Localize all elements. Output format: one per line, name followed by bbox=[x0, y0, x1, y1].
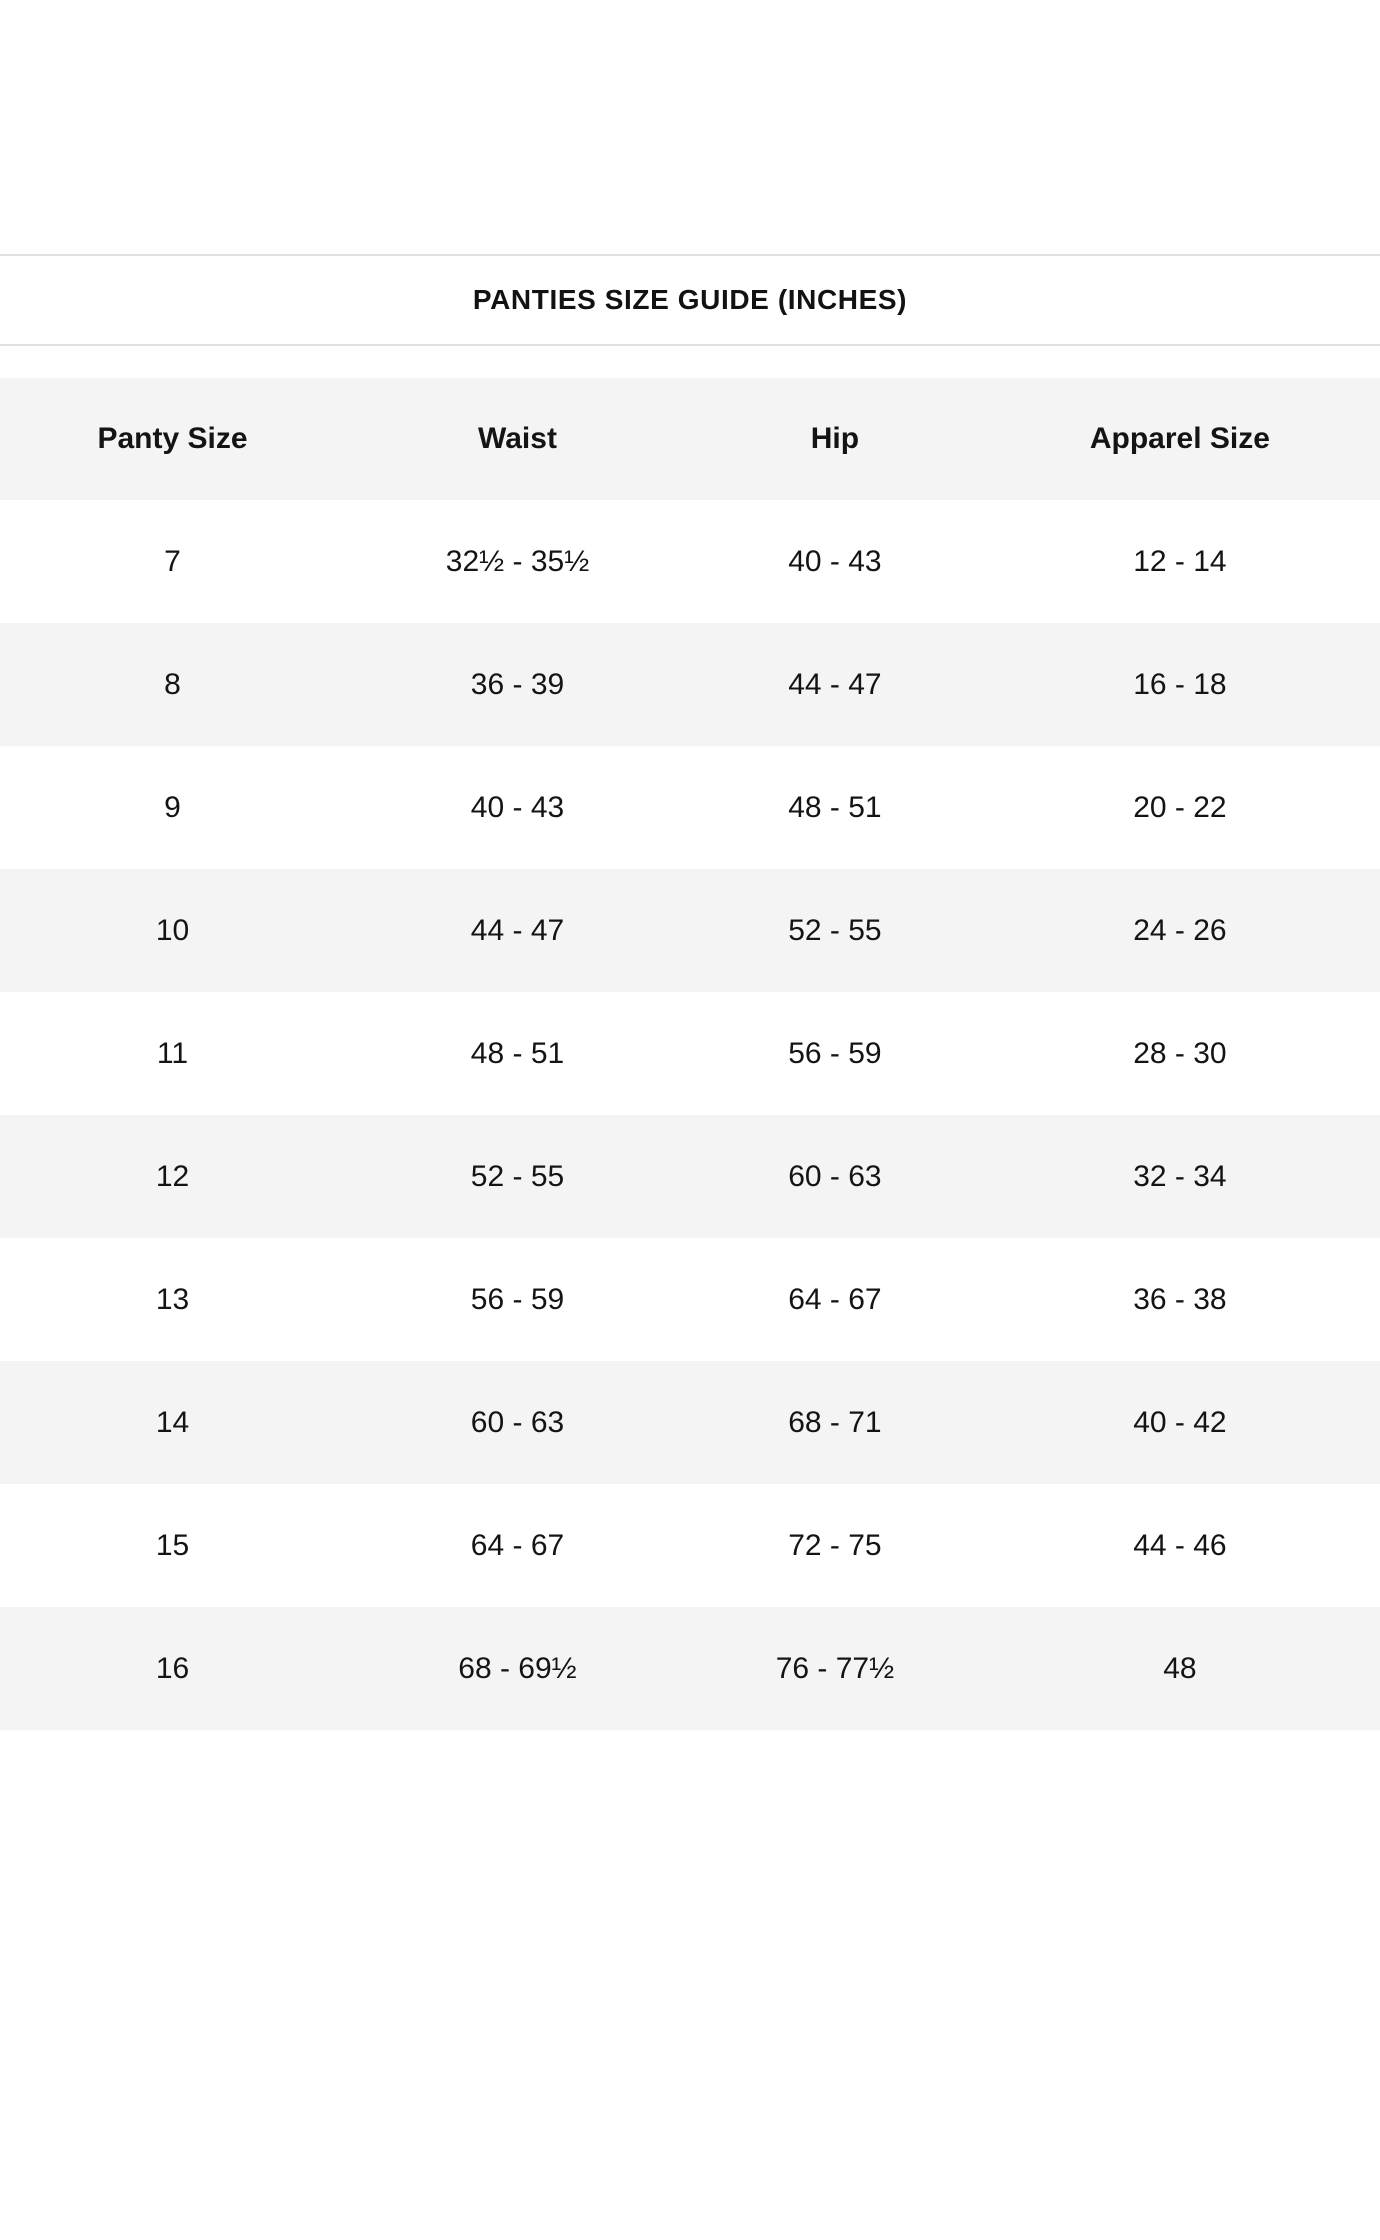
table-cell: 20 - 22 bbox=[1133, 790, 1227, 824]
table-row: 16 68 - 69½ 76 - 77½ 48 bbox=[0, 1607, 1380, 1730]
table-cell: 10 bbox=[155, 913, 190, 947]
size-guide-title: PANTIES SIZE GUIDE (INCHES) bbox=[472, 284, 908, 315]
table-row: 8 36 - 39 44 - 47 16 - 18 bbox=[0, 623, 1380, 746]
table-cell: 48 - 51 bbox=[788, 790, 882, 824]
table-cell: 28 - 30 bbox=[1133, 1036, 1227, 1070]
table-cell: 14 bbox=[155, 1405, 190, 1439]
table-cell: 68 - 69½ bbox=[458, 1651, 577, 1685]
table-cell: 44 - 47 bbox=[470, 913, 565, 947]
table-cell: 13 bbox=[155, 1282, 190, 1316]
column-header-hip: Hip bbox=[810, 422, 860, 455]
size-guide-title-section: PANTIES SIZE GUIDE (INCHES) bbox=[0, 254, 1380, 346]
table-cell: 12 bbox=[155, 1159, 190, 1193]
table-row: 12 52 - 55 60 - 63 32 - 34 bbox=[0, 1115, 1380, 1238]
table-cell: 32 - 34 bbox=[1133, 1159, 1227, 1193]
table-cell: 11 bbox=[156, 1036, 189, 1070]
table-row: 7 32½ - 35½ 40 - 43 12 - 14 bbox=[0, 500, 1380, 623]
table-row: 13 56 - 59 64 - 67 36 - 38 bbox=[0, 1238, 1380, 1361]
table-cell: 44 - 47 bbox=[788, 667, 882, 701]
table-cell: 36 - 39 bbox=[470, 667, 565, 701]
table-cell: 56 - 59 bbox=[470, 1282, 565, 1316]
page: { "title": "PANTIES SIZE GUIDE (INCHES)"… bbox=[0, 254, 1380, 2240]
column-header-waist: Waist bbox=[478, 422, 557, 455]
table-cell: 8 bbox=[164, 667, 181, 701]
table-cell: 15 bbox=[155, 1528, 190, 1562]
table-cell: 48 bbox=[1163, 1651, 1197, 1685]
size-guide-table: Panty Size Waist Hip Apparel Size 7 32½ -… bbox=[0, 378, 1380, 1730]
column-header-apparel-size: Apparel Size bbox=[1089, 422, 1270, 455]
table-cell: 64 - 67 bbox=[788, 1282, 882, 1316]
table-cell: 52 - 55 bbox=[788, 913, 882, 947]
table-cell: 56 - 59 bbox=[788, 1036, 882, 1070]
table-cell: 48 - 51 bbox=[470, 1036, 565, 1070]
table-cell: 60 - 63 bbox=[470, 1405, 565, 1439]
table-cell: 7 bbox=[164, 544, 181, 578]
column-header-panty-size: Panty Size bbox=[97, 422, 248, 455]
table-cell: 12 - 14 bbox=[1133, 544, 1227, 578]
table-cell: 60 - 63 bbox=[788, 1159, 882, 1193]
table-cell: 40 - 42 bbox=[1133, 1405, 1227, 1439]
table-row: 9 40 - 43 48 - 51 20 - 22 bbox=[0, 746, 1380, 869]
table-cell: 68 - 71 bbox=[788, 1405, 882, 1439]
table-header-row: Panty Size Waist Hip Apparel Size bbox=[0, 378, 1380, 500]
table-cell: 9 bbox=[164, 790, 181, 824]
table-cell: 44 - 46 bbox=[1133, 1528, 1227, 1562]
table-cell: 52 - 55 bbox=[470, 1159, 565, 1193]
table-row: 14 60 - 63 68 - 71 40 - 42 bbox=[0, 1361, 1380, 1484]
table-cell: 24 - 26 bbox=[1133, 913, 1227, 947]
table-cell: 40 - 43 bbox=[788, 544, 882, 578]
table-cell: 16 - 18 bbox=[1133, 667, 1227, 701]
table-cell: 72 - 75 bbox=[788, 1528, 882, 1562]
table-cell: 76 - 77½ bbox=[775, 1651, 895, 1685]
table-cell: 40 - 43 bbox=[470, 790, 565, 824]
table-cell: 32½ - 35½ bbox=[445, 544, 590, 578]
table-row: 15 64 - 67 72 - 75 44 - 46 bbox=[0, 1484, 1380, 1607]
table-body: 7 32½ - 35½ 40 - 43 12 - 14 8 36 - 39 44 - 47 1… bbox=[0, 500, 1380, 1730]
table-cell: 16 bbox=[155, 1651, 190, 1685]
table-cell: 36 - 38 bbox=[1133, 1282, 1227, 1316]
table-row: 11 48 - 51 56 - 59 28 - 30 bbox=[0, 992, 1380, 1115]
table-cell: 64 - 67 bbox=[470, 1528, 565, 1562]
table-row: 10 44 - 47 52 - 55 24 - 26 bbox=[0, 869, 1380, 992]
